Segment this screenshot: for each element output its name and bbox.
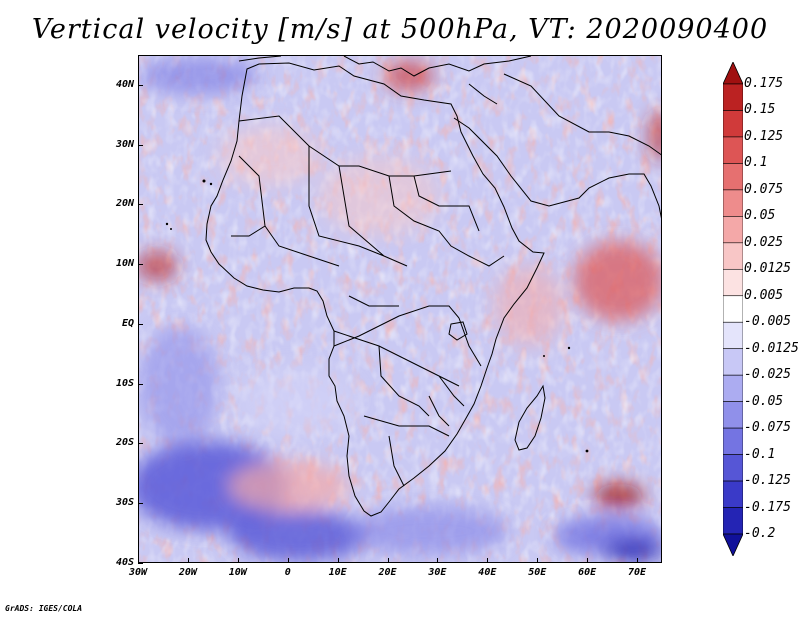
colorbar-tick-label: -0.2 xyxy=(744,526,776,541)
colorbar-tick-label: -0.125 xyxy=(744,473,791,489)
lat-tick-label: 40N xyxy=(115,78,134,90)
lat-tick-mark xyxy=(138,503,143,505)
coastlines-and-borders xyxy=(205,56,661,517)
colorbar-tick-label: 0.1 xyxy=(744,155,768,171)
country-borders xyxy=(231,115,505,487)
lat-tick-mark xyxy=(138,144,143,146)
colorbar-segment xyxy=(723,507,743,535)
lon-tick-mark xyxy=(637,558,639,563)
colorbar-tick-label: 0.075 xyxy=(744,181,784,197)
colorbar-segment xyxy=(723,454,743,482)
lon-tick-label: 20E xyxy=(378,567,397,578)
colorbar-tick-label: 0.175 xyxy=(744,76,784,91)
lat-tick-mark xyxy=(138,204,143,206)
colorbar-tick-label: 0.025 xyxy=(744,234,784,250)
colorbar-tick-label: 0.125 xyxy=(744,128,784,144)
lon-tick-label: 70E xyxy=(628,567,647,578)
colorbar-tick-label: -0.1 xyxy=(744,446,776,462)
lat-tick-label: EQ xyxy=(121,317,134,329)
lon-tick-label: 40E xyxy=(478,567,497,578)
colorbar-segment xyxy=(723,321,743,350)
lat-tick-mark xyxy=(138,563,143,564)
lat-tick-mark xyxy=(138,84,143,86)
colorbar-segment xyxy=(723,401,743,429)
lon-tick-label: 50E xyxy=(528,567,547,578)
colorbar-segment xyxy=(723,348,743,376)
islands xyxy=(165,179,589,453)
colorbar-tick-label: 0.005 xyxy=(744,287,784,303)
lon-tick-label: 60E xyxy=(578,567,597,578)
lon-tick-label: 10W xyxy=(228,567,247,578)
colorbar-tick-label: 0.15 xyxy=(744,102,776,118)
europe-coastline xyxy=(238,56,532,77)
lat-tick-label: 10S xyxy=(115,377,134,389)
vertical-velocity-field-map xyxy=(139,56,661,562)
colorbar-tick-label: -0.0125 xyxy=(744,340,799,356)
lon-tick-mark xyxy=(187,558,189,563)
lon-tick-label: 0 xyxy=(284,567,291,578)
colorbar-segment xyxy=(723,374,743,402)
colorbar-segment xyxy=(723,136,743,164)
lat-tick-label: 30S xyxy=(115,497,134,509)
lat-tick-label: 30N xyxy=(115,138,134,150)
colorbar-min-arrow xyxy=(723,533,743,556)
colorbar-segment xyxy=(723,216,743,244)
colorbar-tick-label: -0.025 xyxy=(744,367,791,383)
colorbar xyxy=(723,62,743,556)
colorbar-segment xyxy=(723,83,743,111)
lat-tick-mark xyxy=(138,383,143,385)
colorbar-segment xyxy=(723,480,743,508)
lon-tick-mark xyxy=(587,558,589,563)
lon-tick-label: 20W xyxy=(178,567,197,578)
lon-tick-mark xyxy=(237,558,239,563)
map-plot-area xyxy=(138,55,662,563)
africa-coastline xyxy=(205,62,545,517)
lon-tick-mark xyxy=(287,558,289,563)
colorbar-segment xyxy=(723,427,743,455)
lat-tick-label: 40S xyxy=(115,557,134,568)
lat-tick-label: 10N xyxy=(115,258,134,270)
lon-tick-mark xyxy=(138,558,139,563)
colorbar-segment xyxy=(723,110,743,138)
colorbar-segment xyxy=(723,295,743,323)
colorbar-segment xyxy=(723,268,743,297)
colorbar-tick-label: -0.175 xyxy=(744,499,791,515)
lon-tick-mark xyxy=(387,558,389,563)
footer-credit: GrADS: IGES/COLA xyxy=(5,604,83,613)
field-blobs xyxy=(139,58,661,562)
lon-tick-mark xyxy=(487,558,489,563)
lon-tick-label: 30W xyxy=(128,567,148,578)
lon-tick-label: 30E xyxy=(428,567,447,578)
lat-tick-label: 20N xyxy=(115,198,134,210)
colorbar-tick-label: -0.05 xyxy=(744,393,784,409)
colorbar-tick-label: -0.075 xyxy=(744,420,791,436)
lon-tick-mark xyxy=(537,558,539,563)
lon-tick-mark xyxy=(437,558,439,563)
colorbar-max-arrow xyxy=(723,62,743,85)
lon-tick-mark xyxy=(337,558,339,563)
colorbar-segment xyxy=(723,242,743,270)
colorbar-segment xyxy=(723,163,743,191)
colorbar-tick-label: -0.005 xyxy=(744,314,791,330)
colorbar-segment xyxy=(723,189,743,217)
lat-tick-mark xyxy=(138,443,143,445)
lat-tick-mark xyxy=(138,323,143,325)
madagascar-coastline xyxy=(514,384,546,451)
arabian-peninsula xyxy=(453,73,661,219)
lat-tick-mark xyxy=(138,264,143,266)
colorbar-tick-label: 0.0125 xyxy=(744,261,791,277)
lon-tick-label: 10E xyxy=(328,567,347,578)
lat-tick-label: 20S xyxy=(115,437,134,449)
chart-title: Vertical velocity [m/s] at 500hPa, VT: 2… xyxy=(31,14,769,45)
colorbar-tick-label: 0.05 xyxy=(744,208,776,224)
